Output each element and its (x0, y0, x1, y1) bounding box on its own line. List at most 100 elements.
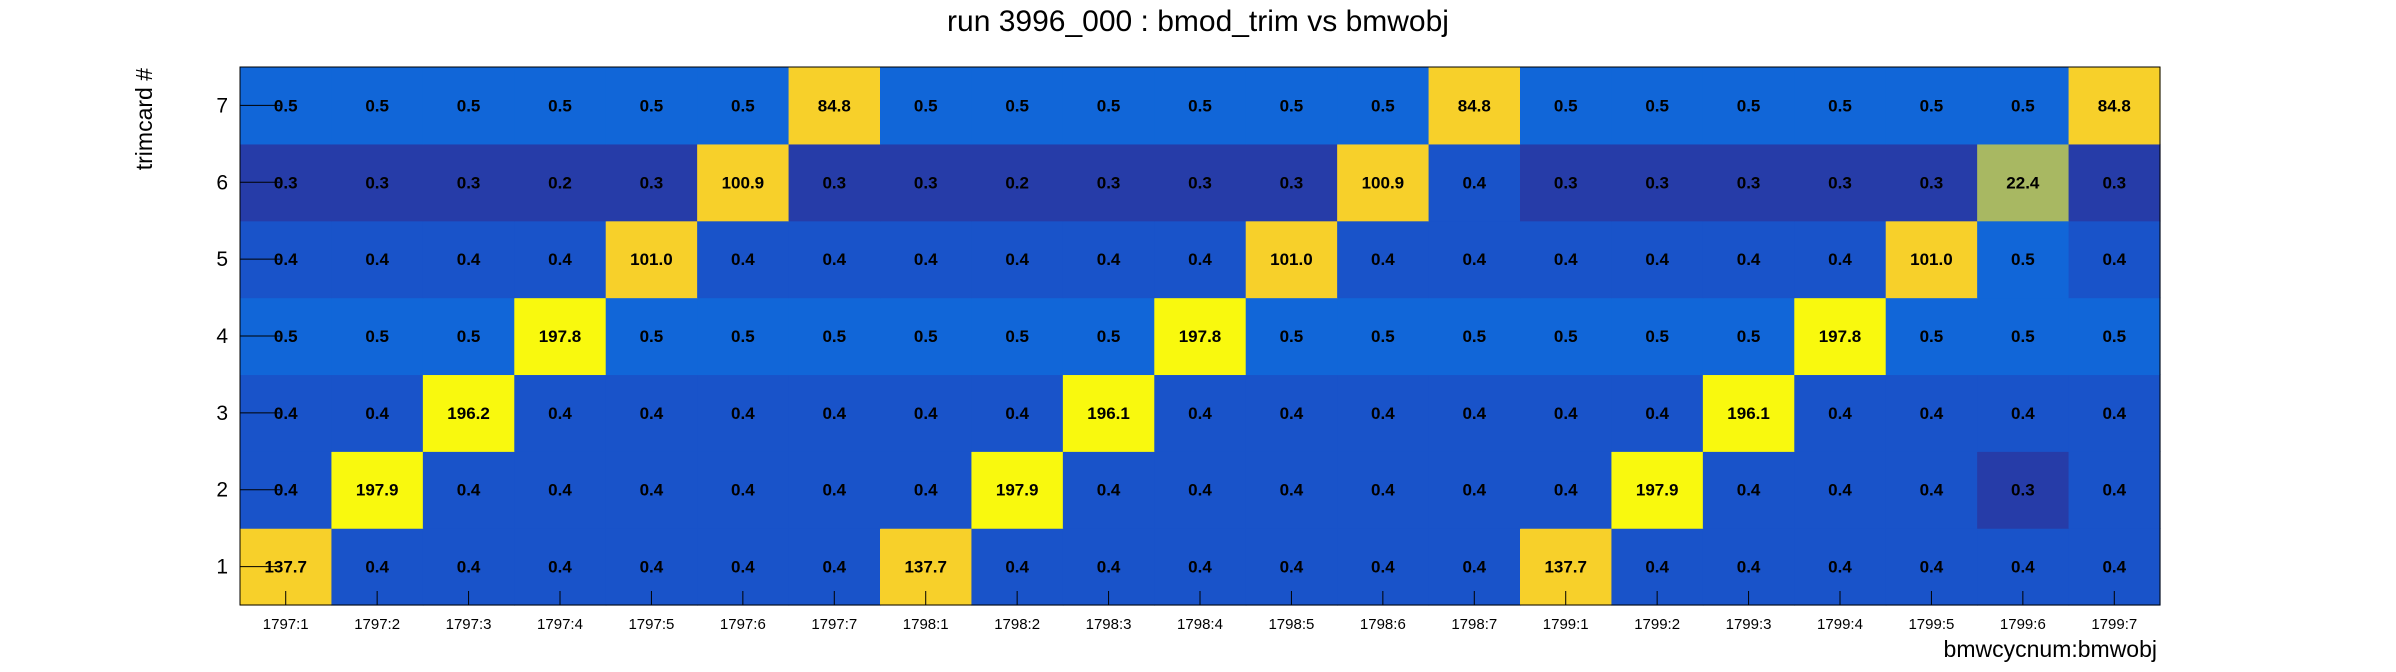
heatmap-cell (1062, 374, 1155, 452)
cell-value-label: 0.4 (1645, 404, 1669, 423)
cell-value-label: 0.4 (1554, 481, 1578, 500)
heatmap-cell (1428, 220, 1521, 299)
heatmap-cell (1245, 220, 1338, 299)
cell-value-label: 0.4 (640, 558, 664, 577)
heatmap-cell (1885, 220, 1978, 299)
heatmap-cell (605, 67, 698, 145)
cell-value-label: 0.3 (1645, 173, 1669, 192)
cell-value-label: 0.5 (640, 96, 664, 115)
x-tick-label: 1799:4 (1817, 616, 1863, 633)
cell-value-label: 197.8 (1179, 327, 1222, 346)
cell-value-label: 0.4 (822, 404, 846, 423)
cell-value-label: 0.4 (640, 481, 664, 500)
heatmap-cell (1977, 220, 2070, 299)
heatmap-cell (422, 67, 515, 145)
axes: 1 2 3 4 5 6 7 1797:1 1797:2 1797:3 1797:4 1797:5 179… (216, 66, 2161, 633)
cell-value-label: 0.2 (1005, 173, 1029, 192)
cell-value-label: 197.9 (1636, 481, 1679, 500)
heatmap-cell (1794, 143, 1887, 222)
x-tick-label: 1799:6 (2000, 616, 2046, 633)
cell-value-label: 197.8 (1819, 327, 1862, 346)
cell-value-label: 0.4 (731, 250, 755, 269)
cell-value-label: 0.4 (1371, 404, 1395, 423)
heatmap-cell (514, 451, 607, 529)
heatmap-cell (1062, 143, 1155, 222)
x-tick-label: 1799:7 (2091, 616, 2137, 633)
heatmap-cell (1977, 143, 2070, 222)
heatmap-cell (1062, 297, 1155, 376)
cell-value-label: 196.1 (1087, 404, 1130, 423)
x-tick-label: 1798:1 (903, 616, 949, 633)
y-tick-label: 2 (216, 479, 228, 502)
heatmap-cell (971, 451, 1064, 529)
heatmap-cell (2068, 297, 2161, 376)
heatmap-cell (1977, 451, 2070, 529)
heatmap-cell (788, 67, 881, 145)
cell-value-label: 0.4 (1188, 558, 1212, 577)
cell-value-label: 101.0 (630, 250, 673, 269)
x-tick-label: 1797:1 (263, 616, 309, 633)
cell-value-label: 0.5 (1554, 96, 1578, 115)
cell-value-label: 0.4 (1097, 250, 1121, 269)
heatmap-cell (1702, 297, 1795, 376)
cell-value-label: 84.8 (1458, 96, 1491, 115)
heatmap-cell (1794, 451, 1887, 529)
cell-value-label: 0.4 (1371, 250, 1395, 269)
heatmap-cell (2068, 67, 2161, 145)
cell-value-label: 0.3 (457, 173, 481, 192)
cell-value-label: 0.4 (365, 250, 389, 269)
cell-value-label: 0.4 (548, 250, 572, 269)
cell-value-label: 0.4 (1737, 558, 1761, 577)
x-tick-label: 1799:2 (1634, 616, 1680, 633)
heatmap-cell (697, 67, 790, 145)
cell-value-label: 0.3 (1828, 173, 1852, 192)
cell-value-label: 0.5 (2011, 327, 2035, 346)
cell-value-label: 0.5 (1920, 96, 1944, 115)
cell-value-label: 0.4 (1097, 558, 1121, 577)
cell-value-label: 0.4 (1462, 481, 1486, 500)
cell-value-label: 0.5 (274, 96, 298, 115)
x-tick-label: 1798:4 (1177, 616, 1223, 633)
cell-value-label: 0.4 (1737, 250, 1761, 269)
heatmap-cell (1520, 220, 1613, 299)
heatmap-cell (880, 143, 973, 222)
heatmap-cell (880, 374, 973, 452)
heatmap-cell (1428, 67, 1521, 145)
heatmap-cell (788, 374, 881, 452)
x-tick-label: 1797:6 (720, 616, 766, 633)
heatmap-cell (1611, 297, 1704, 376)
cell-value-label: 137.7 (264, 558, 307, 577)
heatmap-cell (1337, 451, 1430, 529)
cell-value-label: 101.0 (1270, 250, 1313, 269)
y-tick-label: 5 (216, 248, 228, 271)
cell-value-label: 0.4 (274, 404, 298, 423)
heatmap-cell (1428, 297, 1521, 376)
heatmap-cell (971, 374, 1064, 452)
cell-value-label: 0.4 (1188, 481, 1212, 500)
heatmap-cell (697, 451, 790, 529)
cell-value-label: 0.4 (1005, 250, 1029, 269)
cell-value-label: 0.5 (1280, 327, 1304, 346)
x-tick-label: 1799:5 (1908, 616, 1954, 633)
cell-value-label: 0.5 (457, 96, 481, 115)
cell-value-label: 197.9 (356, 481, 399, 500)
cell-value-label: 0.5 (1188, 96, 1212, 115)
cell-value-label: 0.3 (1097, 173, 1121, 192)
cell-value-label: 196.2 (447, 404, 490, 423)
cell-value-label: 0.4 (1005, 404, 1029, 423)
cell-value-label: 0.4 (1097, 481, 1121, 500)
heatmap-cell (331, 374, 424, 452)
heatmap-cell (697, 143, 790, 222)
cell-value-label: 0.4 (1462, 404, 1486, 423)
y-tick-label: 4 (216, 325, 228, 348)
cell-value-label: 0.3 (1554, 173, 1578, 192)
heatmap-cell (788, 297, 881, 376)
heatmap-cell (514, 297, 607, 376)
cell-value-label: 0.4 (457, 558, 481, 577)
cell-value-label: 0.4 (1188, 404, 1212, 423)
cell-value-label: 0.3 (2011, 481, 2035, 500)
cell-value-label: 101.0 (1910, 250, 1953, 269)
heatmap-cell (514, 374, 607, 452)
heatmap-cell (514, 143, 607, 222)
cell-value-label: 0.4 (1462, 173, 1486, 192)
